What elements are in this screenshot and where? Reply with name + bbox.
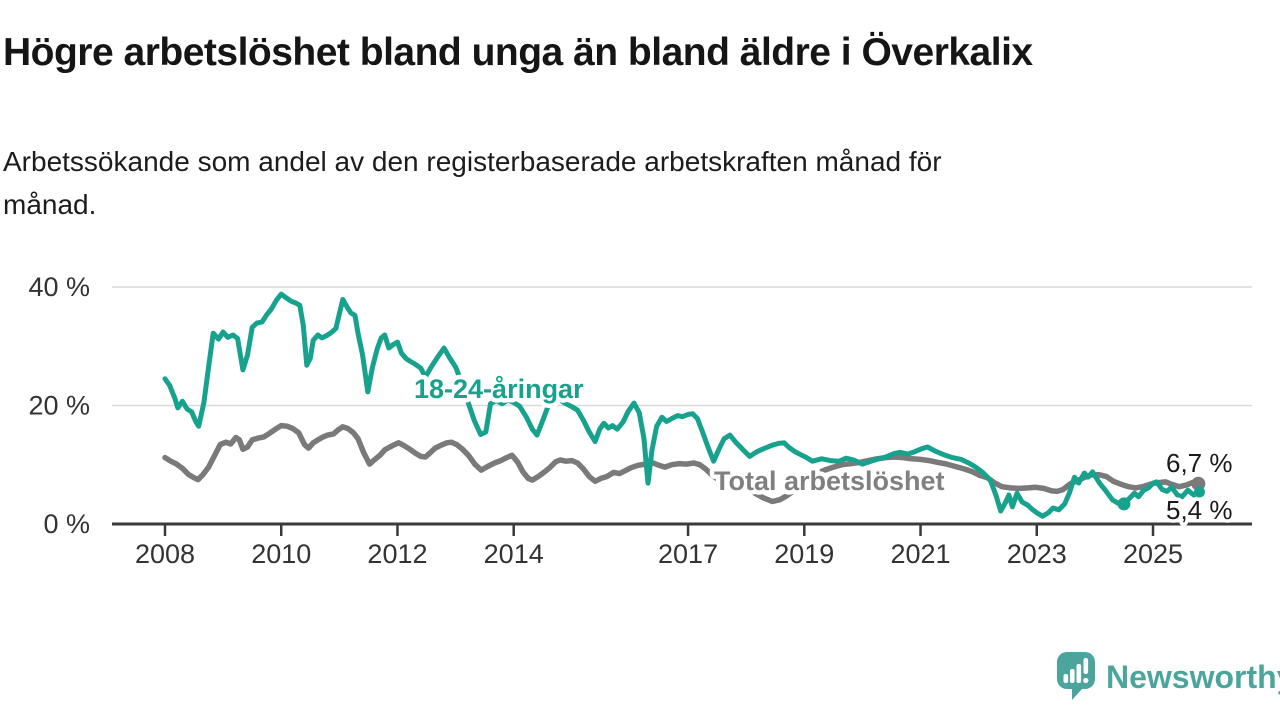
logo-speech-bubble-icon <box>1057 652 1095 700</box>
x-tick-label-2012: 2012 <box>367 539 427 569</box>
x-axis-tick-labels: 2008 2010 2012 2014 2017 2019 2021 2023 2025 <box>135 539 1183 569</box>
newsworthy-logo: Newsworthy <box>1057 652 1280 700</box>
x-tick-label-2019: 2019 <box>774 539 834 569</box>
x-tick-label-2014: 2014 <box>484 539 544 569</box>
gridlines <box>112 286 1252 407</box>
logo-exclamation-dot <box>1083 677 1089 684</box>
total-end-value-label: 6,7 % <box>1166 448 1233 478</box>
x-tick-label-2010: 2010 <box>251 539 311 569</box>
x-tick-label-2021: 2021 <box>890 539 950 569</box>
x-tick-label-2017: 2017 <box>658 539 718 569</box>
total-unemployment-line <box>162 422 1202 505</box>
x-tick-label-2023: 2023 <box>1007 539 1067 569</box>
youth-unemployment-line <box>162 291 1202 519</box>
y-axis-labels: 0 % 20 % 40 % <box>28 272 90 539</box>
chart-title: Högre arbetslöshet bland unga än bland ä… <box>3 31 1033 74</box>
total-series-label: Total arbetslöshet <box>714 466 945 496</box>
marker-dot-end-2 <box>1194 486 1206 498</box>
logo-wordmark: Newsworthy <box>1106 659 1280 695</box>
youth-series-label: 18-24-åringar <box>414 374 584 404</box>
logo-exclamation-stem <box>1083 658 1089 674</box>
x-tick-label-2025: 2025 <box>1123 539 1183 569</box>
chart-subtitle: Arbetssökande som andel av den registerb… <box>3 146 942 220</box>
y-tick-label-20: 20 % <box>28 390 90 420</box>
logo-bar-1 <box>1063 674 1069 683</box>
y-tick-label-40: 40 % <box>28 272 90 302</box>
logo-bar-3 <box>1076 664 1082 683</box>
youth-end-value-label: 5,4 % <box>1166 495 1233 525</box>
logo-bar-2 <box>1070 669 1075 683</box>
series-marker-dots <box>1117 476 1206 511</box>
x-tick-label-2008: 2008 <box>135 539 195 569</box>
y-tick-label-0: 0 % <box>43 509 90 539</box>
marker-dot-point-0 <box>1117 497 1131 511</box>
x-axis-ticks <box>163 525 1155 536</box>
